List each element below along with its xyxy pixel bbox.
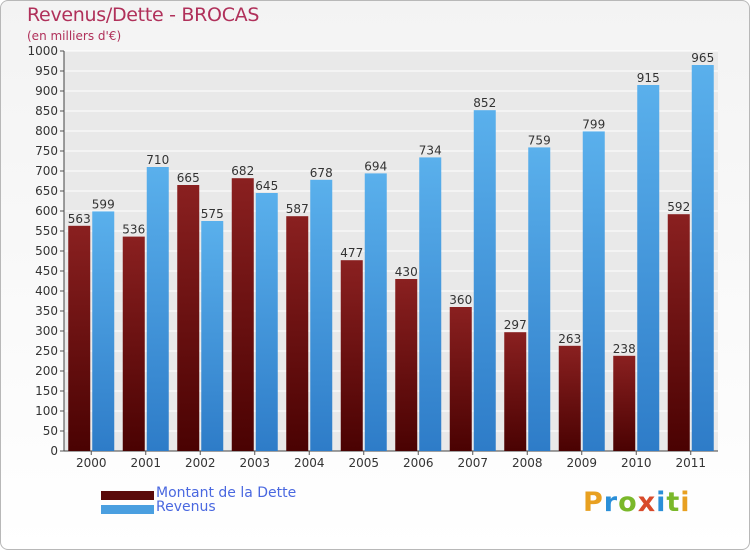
- data-label-revenus: 575: [201, 207, 224, 221]
- y-tick-label: 1000: [27, 44, 58, 58]
- bar-revenus: [473, 110, 496, 451]
- data-label-dette: 587: [286, 202, 309, 216]
- data-label-dette: 238: [613, 342, 636, 356]
- data-label-dette: 592: [667, 200, 690, 214]
- bar-revenus: [528, 147, 551, 451]
- x-tick-label: 2006: [403, 456, 434, 470]
- y-tick-label: 300: [35, 324, 58, 338]
- x-tick-label: 2001: [130, 456, 161, 470]
- y-tick-label: 150: [35, 384, 58, 398]
- data-label-dette: 430: [395, 265, 418, 279]
- bar-revenus: [92, 211, 115, 451]
- chart-subtitle: (en milliers d'€): [27, 29, 122, 43]
- bar-revenus: [582, 131, 605, 451]
- x-tick-label: 2009: [566, 456, 597, 470]
- bar-dette: [667, 214, 690, 451]
- y-tick-label: 550: [35, 224, 58, 238]
- bar-dette: [558, 345, 581, 451]
- legend-label-dette: Montant de la Dette: [156, 485, 297, 501]
- legend-item-dette: Montant de la Dette: [101, 485, 361, 503]
- logo-letter: i: [680, 487, 691, 518]
- y-tick-label: 850: [35, 104, 58, 118]
- bar-revenus: [201, 221, 224, 451]
- y-tick-label: 200: [35, 364, 58, 378]
- y-tick-label: 700: [35, 164, 58, 178]
- data-label-dette: 665: [177, 171, 200, 185]
- data-label-dette: 360: [449, 293, 472, 307]
- data-label-dette: 536: [122, 223, 145, 237]
- data-label-dette: 563: [68, 212, 91, 226]
- y-tick-label: 350: [35, 304, 58, 318]
- bar-dette: [340, 260, 363, 451]
- bar-dette: [449, 307, 472, 451]
- y-tick-label: 450: [35, 264, 58, 278]
- bar-dette: [286, 216, 309, 451]
- bar-revenus: [691, 65, 714, 451]
- bar-revenus: [255, 193, 278, 451]
- bar-dette: [504, 332, 527, 451]
- y-tick-label: 0: [50, 444, 58, 458]
- x-tick-label: 2005: [348, 456, 379, 470]
- legend-item-revenus: Revenus: [101, 499, 361, 517]
- logo-letter: t: [666, 487, 681, 518]
- data-label-dette: 477: [340, 246, 363, 260]
- y-tick-label: 100: [35, 404, 58, 418]
- logo-letter: x: [637, 487, 657, 518]
- bar-dette: [613, 355, 636, 451]
- x-tick-label: 2007: [457, 456, 488, 470]
- data-label-revenus: 799: [582, 117, 605, 131]
- bar-dette: [122, 236, 145, 451]
- proxiti-logo: Proxiti: [583, 487, 691, 518]
- y-tick-label: 500: [35, 244, 58, 258]
- data-label-dette: 263: [558, 332, 581, 346]
- data-label-revenus: 852: [473, 96, 496, 110]
- bar-revenus: [637, 85, 660, 451]
- x-tick-label: 2008: [512, 456, 543, 470]
- y-tick-label: 650: [35, 184, 58, 198]
- y-tick-label: 400: [35, 284, 58, 298]
- data-label-revenus: 915: [637, 71, 660, 85]
- logo-letter: i: [656, 487, 667, 518]
- y-tick-label: 800: [35, 124, 58, 138]
- legend-swatch-revenus: [101, 505, 154, 514]
- bar-dette: [68, 225, 91, 451]
- data-label-revenus: 734: [419, 143, 442, 157]
- x-tick-label: 2010: [621, 456, 652, 470]
- bar-dette: [231, 178, 254, 451]
- legend-swatch-dette: [101, 491, 154, 500]
- logo-letter: P: [583, 487, 604, 518]
- data-label-revenus: 599: [92, 197, 115, 211]
- x-tick-label: 2011: [675, 456, 706, 470]
- data-label-revenus: 710: [146, 153, 169, 167]
- y-tick-label: 600: [35, 204, 58, 218]
- data-label-revenus: 694: [364, 159, 387, 173]
- data-label-revenus: 645: [255, 179, 278, 193]
- chart-title: Revenus/Dette - BROCAS: [27, 4, 260, 26]
- x-tick-label: 2003: [239, 456, 270, 470]
- bar-revenus: [310, 179, 333, 452]
- legend-label-revenus: Revenus: [156, 499, 216, 515]
- bar-dette: [395, 279, 418, 451]
- bar-dette: [177, 185, 200, 451]
- y-tick-label: 750: [35, 144, 58, 158]
- bar-revenus: [419, 157, 442, 451]
- data-label-revenus: 759: [528, 133, 551, 147]
- x-tick-label: 2000: [76, 456, 107, 470]
- bar-revenus: [364, 173, 387, 451]
- y-tick-label: 50: [43, 424, 58, 438]
- y-tick-label: 900: [35, 84, 58, 98]
- y-tick-label: 250: [35, 344, 58, 358]
- data-label-revenus: 965: [691, 51, 714, 65]
- y-tick-label: 950: [35, 64, 58, 78]
- logo-letter: r: [603, 487, 619, 518]
- data-label-revenus: 678: [310, 166, 333, 180]
- x-tick-label: 2002: [185, 456, 216, 470]
- data-label-dette: 297: [504, 318, 527, 332]
- logo-letter: o: [618, 487, 638, 518]
- x-tick-label: 2004: [294, 456, 325, 470]
- bar-revenus: [146, 167, 169, 451]
- data-label-dette: 682: [231, 164, 254, 178]
